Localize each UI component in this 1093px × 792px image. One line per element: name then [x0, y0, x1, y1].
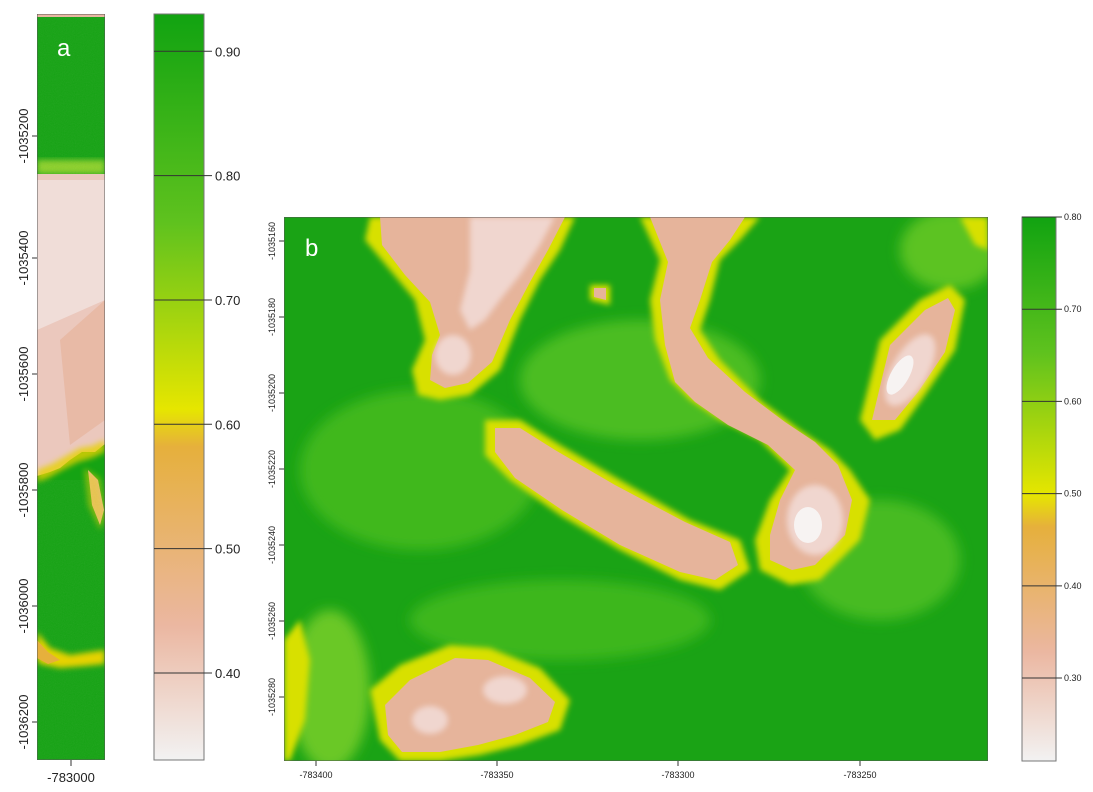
- panel-b-x-axis: -783400 -783350 -783300 -783250: [299, 761, 877, 780]
- panel-a-y-tick-label: -1035200: [16, 109, 31, 164]
- panel-b-raster: [284, 217, 988, 761]
- panel-a-legend-tick-label: 0.50: [215, 542, 240, 557]
- panel-b-y-tick-label: -1035240: [267, 526, 277, 564]
- panel-b-y-tick-label: -1035220: [267, 450, 277, 488]
- panel-b-legend-bar: [1021, 216, 1057, 762]
- panel-b-x-tick-label: -783300: [661, 770, 694, 780]
- panel-b-y-tick-label: -1035160: [267, 222, 277, 260]
- panel-a-legend-bar: [153, 13, 205, 761]
- panel-b-legend-tick-label: 0.30: [1064, 673, 1082, 683]
- panel-a-legend-tick-label: 0.40: [215, 666, 240, 681]
- panel-b-y-tick-label: -1035200: [267, 374, 277, 412]
- panel-a-raster: [37, 14, 105, 760]
- panel-a-y-axis: -1035200 -1035400 -1035600 -1035800 -1036000…: [16, 109, 37, 750]
- panel-b-x-tick-label: -783250: [843, 770, 876, 780]
- panel-a-y-tick-label: -1036000: [16, 579, 31, 634]
- panel-b-legend-tick-label: 0.50: [1064, 489, 1082, 499]
- panel-a-x-tick-label: -783000: [47, 770, 95, 785]
- panel-a-legend-tick-label: 0.80: [215, 169, 240, 184]
- panel-b-x-tick-label: -783350: [480, 770, 513, 780]
- panel-a-legend-tick-label: 0.60: [215, 417, 240, 432]
- panel-b-y-tick-label: -1035180: [267, 298, 277, 336]
- panel-b-y-tick-label: -1035280: [267, 678, 277, 716]
- panel-b-y-axis: -1035160 -1035180 -1035200 -1035220 -1035240…: [267, 222, 284, 716]
- panel-b-label: b: [305, 235, 318, 262]
- panel-b-x-tick-label: -783400: [299, 770, 332, 780]
- panel-a-y-tick-label: -1036200: [16, 695, 31, 750]
- panel-a-y-tick-label: -1035800: [16, 463, 31, 518]
- panel-b-legend-tick-label: 0.70: [1064, 304, 1082, 314]
- panel-a-y-tick-label: -1035600: [16, 347, 31, 402]
- panel-b-legend-tick-label: 0.40: [1064, 581, 1082, 591]
- panel-a-y-tick-label: -1035400: [16, 231, 31, 286]
- panel-b-y-tick-label: -1035260: [267, 602, 277, 640]
- panel-a-legend-tick-label: 0.70: [215, 293, 240, 308]
- panel-a-legend: 0.90 0.80 0.70 0.60 0.50 0.40: [153, 13, 240, 761]
- panel-a-x-axis: -783000: [47, 760, 95, 785]
- panel-b-legend-tick-label: 0.80: [1064, 212, 1082, 222]
- panel-a-label: a: [57, 35, 71, 62]
- panel-b-legend-tick-label: 0.60: [1064, 396, 1082, 406]
- panel-a-legend-tick-label: 0.90: [215, 44, 240, 59]
- panel-b-legend: 0.80 0.70 0.60 0.50 0.40 0.30: [1021, 212, 1082, 762]
